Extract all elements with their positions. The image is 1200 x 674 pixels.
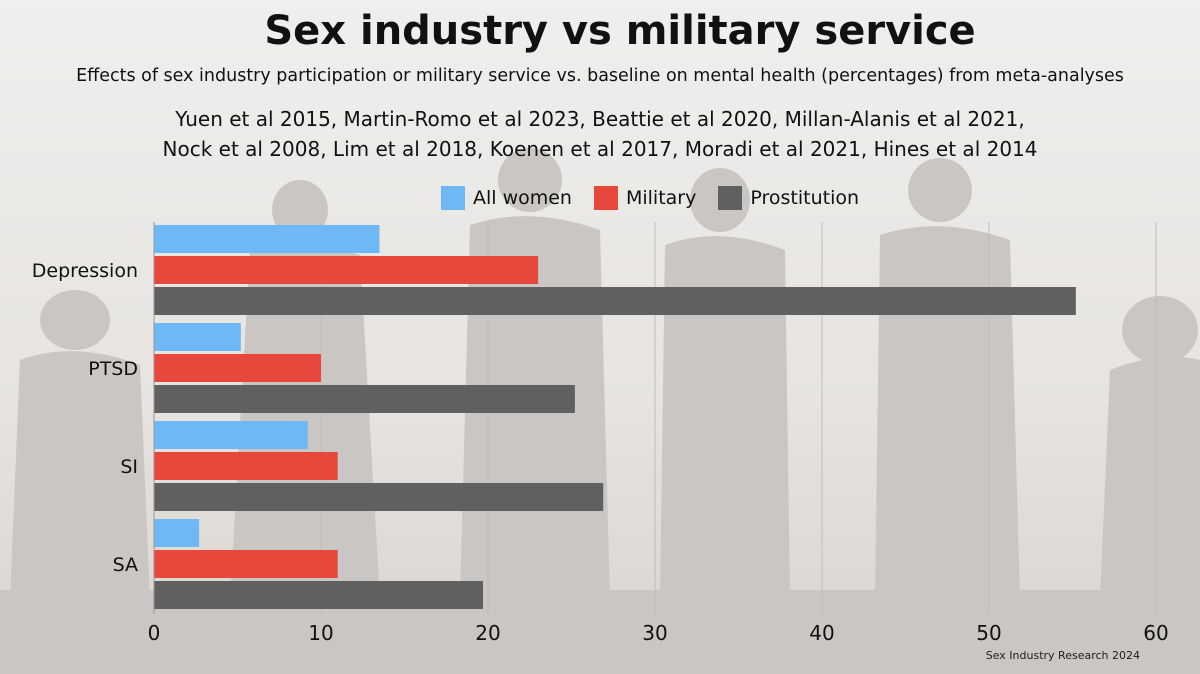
x-tick-label: 50	[976, 621, 1001, 645]
x-tick-label: 60	[1143, 621, 1168, 645]
bar-military-ptsd	[154, 354, 321, 382]
legend-swatch-all-women	[440, 186, 465, 210]
legend-label-all-women: All women	[472, 187, 572, 209]
bar-prostitution-sa	[154, 581, 483, 609]
bar-all-women-si	[154, 421, 308, 449]
category-label: PTSD	[88, 358, 138, 380]
legend-swatch-military	[593, 186, 618, 210]
legend-swatch-prostitution	[718, 186, 743, 210]
bar-military-depression	[154, 256, 539, 284]
sources-line-2: Nock et al 2008, Lim et al 2018, Koenen …	[162, 137, 1038, 161]
category-label: SA	[113, 554, 138, 576]
bar-all-women-ptsd	[154, 323, 241, 351]
chart-title: Sex industry vs military service	[264, 8, 976, 54]
bar-military-sa	[154, 550, 338, 578]
footer-credit: Sex Industry Research 2024	[985, 649, 1140, 662]
category-label: Depression	[32, 260, 138, 282]
category-label: SI	[120, 456, 138, 478]
x-tick-label: 40	[809, 621, 834, 645]
legend-label-prostitution: Prostitution	[750, 187, 860, 209]
bar-prostitution-depression	[154, 287, 1076, 315]
x-tick-label: 30	[642, 621, 667, 645]
legend-label-military: Military	[625, 187, 697, 209]
sources-line-1: Yuen et al 2015, Martin-Romo et al 2023,…	[175, 107, 1025, 131]
x-tick-label: 10	[308, 621, 333, 645]
bar-all-women-depression	[154, 225, 380, 253]
x-tick-label: 20	[475, 621, 500, 645]
legend-item-all-women: All women	[440, 186, 572, 210]
legend-item-prostitution: Prostitution	[718, 186, 859, 210]
legend-item-military: Military	[593, 186, 697, 210]
chart-subtitle: Effects of sex industry participation or…	[76, 66, 1124, 86]
bar-all-women-sa	[154, 519, 200, 547]
bar-military-si	[154, 452, 338, 480]
x-tick-label: 0	[148, 621, 161, 645]
legend: All women Military Prostitution	[0, 186, 1200, 210]
bar-prostitution-ptsd	[154, 385, 575, 413]
bar-prostitution-si	[154, 483, 604, 511]
